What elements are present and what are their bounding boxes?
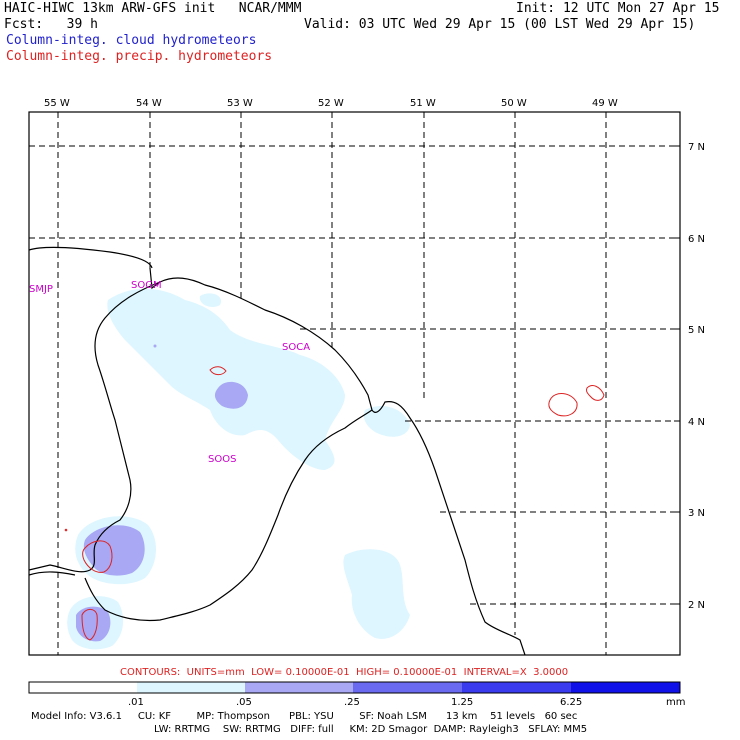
field-label-cloud: Column-integ. cloud hydrometeors <box>6 33 257 48</box>
station-label: SMJP <box>29 284 53 295</box>
scale-units: mm <box>666 697 686 708</box>
lat-label: 2 N <box>688 600 705 611</box>
model-info-line2: LW: RRTMG SW: RRTMG DIFF: full KM: 2D Sm… <box>154 724 588 735</box>
lon-label: 51 W <box>410 98 436 109</box>
lon-label: 54 W <box>136 98 162 109</box>
lon-label: 50 W <box>501 98 527 109</box>
forecast-hour: Fcst: 39 h <box>4 17 98 32</box>
header-title: HAIC-HIWC 13km ARW-GFS init NCAR/MMM <box>4 1 302 16</box>
lon-label: 49 W <box>592 98 618 109</box>
lat-label: 3 N <box>688 508 705 519</box>
scale-label: .25 <box>344 697 360 708</box>
coastline-borders <box>28 246 526 656</box>
lat-label: 6 N <box>688 234 705 245</box>
map-frame <box>28 111 681 656</box>
lat-lon-grid <box>29 112 680 655</box>
field-label-precip: Column-integ. precip. hydrometeors <box>6 49 273 64</box>
scale-label: 1.25 <box>451 697 474 708</box>
valid-time: Valid: 03 UTC Wed 29 Apr 15 (00 LST Wed … <box>304 17 696 32</box>
scale-label: .01 <box>128 697 144 708</box>
station-label: SOGM <box>131 280 162 291</box>
model-info-line1: Model Info: V3.6.1 CU: KF MP: Thompson P… <box>31 711 578 722</box>
frame-ticks <box>57 112 680 605</box>
station-label: SOOS <box>208 454 236 465</box>
lon-label: 53 W <box>227 98 253 109</box>
lat-label: 5 N <box>688 325 705 336</box>
lat-label: 7 N <box>688 142 705 153</box>
cloud-shading-light <box>67 288 410 650</box>
scale-label: 6.25 <box>560 697 583 708</box>
lon-label: 55 W <box>44 98 70 109</box>
precip-contours <box>64 366 605 641</box>
color-scale-bar <box>28 681 681 694</box>
contours-info: CONTOURS: UNITS=mm LOW= 0.10000E-01 HIGH… <box>120 667 569 678</box>
lat-label: 4 N <box>688 417 705 428</box>
lon-label: 52 W <box>318 98 344 109</box>
station-label: SOCA <box>282 342 310 353</box>
scale-label: .05 <box>236 697 252 708</box>
init-time: Init: 12 UTC Mon 27 Apr 15 <box>516 1 720 16</box>
